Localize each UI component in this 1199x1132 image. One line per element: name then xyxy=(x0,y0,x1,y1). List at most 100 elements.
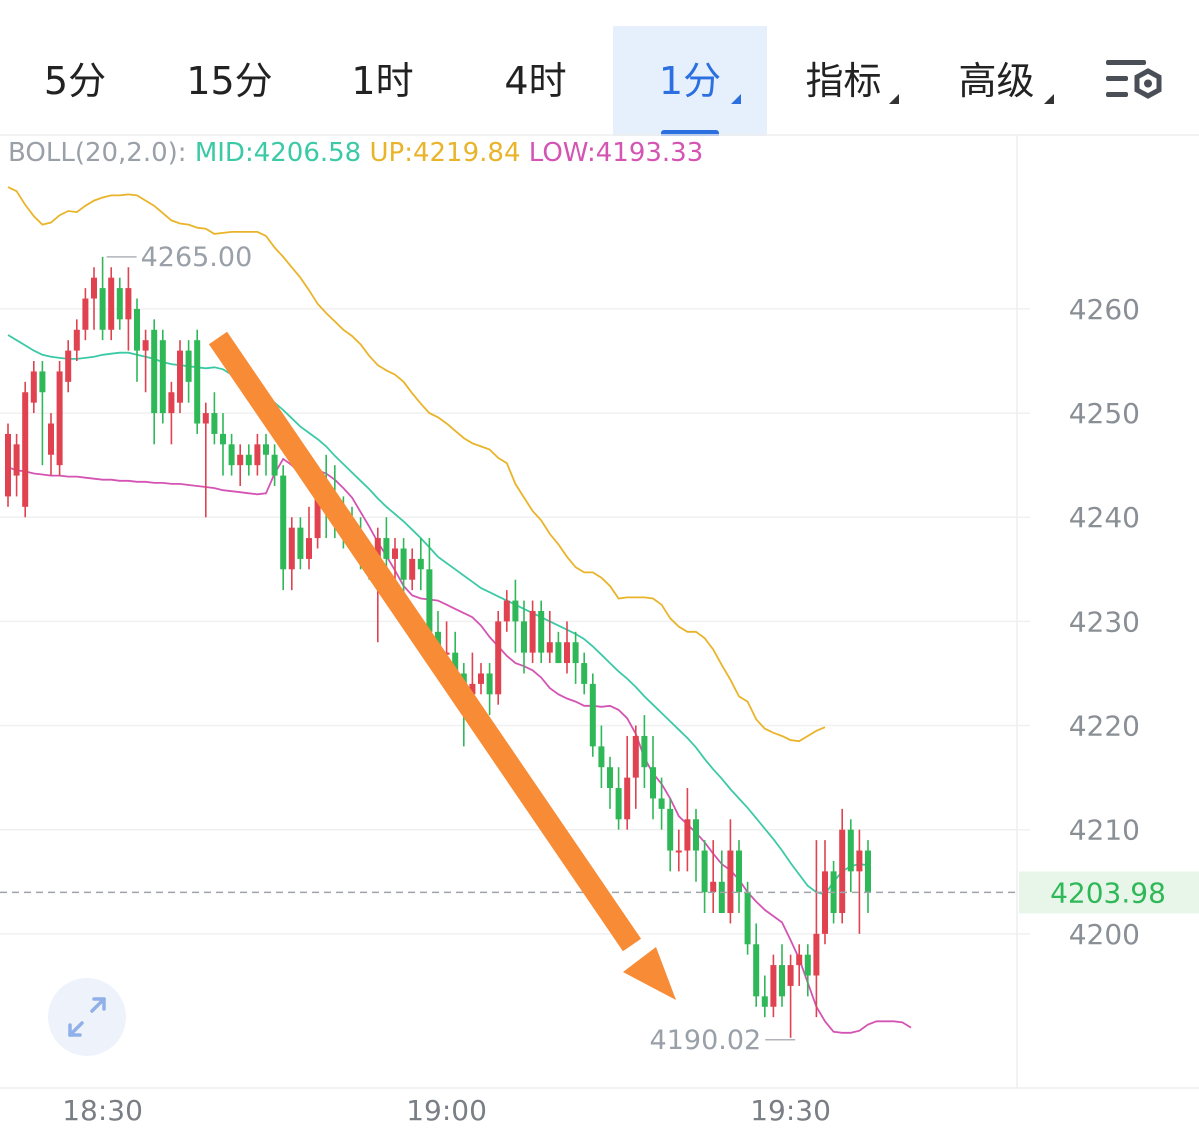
candle-body xyxy=(478,673,484,684)
candle-up xyxy=(13,433,20,497)
candle-body xyxy=(280,475,287,570)
candle-body xyxy=(572,642,579,664)
candle-body xyxy=(65,350,72,382)
candle-down xyxy=(718,850,725,914)
candle-body xyxy=(779,965,785,997)
candle-down xyxy=(426,538,433,643)
tab-indicators[interactable]: 指标 xyxy=(767,26,920,136)
active-tab-indicator xyxy=(661,130,719,136)
candle-body xyxy=(650,767,656,799)
candle-down xyxy=(211,392,218,445)
candle-body xyxy=(641,735,648,768)
candle-body xyxy=(426,569,433,632)
candle-body xyxy=(822,871,828,934)
candle-body xyxy=(116,288,123,320)
boll-name: BOLL(20,2.0): xyxy=(8,138,187,168)
y-tick-label: 4260 xyxy=(1069,293,1140,326)
candle-body xyxy=(48,423,54,455)
candle-body xyxy=(185,350,192,382)
candle-down xyxy=(779,944,785,1007)
candle-down xyxy=(39,361,46,466)
candle-down xyxy=(271,444,278,486)
candle-body xyxy=(452,652,459,674)
candle-body xyxy=(443,652,450,655)
y-tick-label: 4220 xyxy=(1069,710,1140,743)
tab-1min[interactable]: 1分 xyxy=(613,26,767,136)
candle-down xyxy=(134,298,140,382)
candle-body xyxy=(615,788,622,820)
candle-body xyxy=(701,850,708,893)
chart-settings-button[interactable] xyxy=(1104,54,1166,108)
candle-down xyxy=(512,579,519,653)
boll-upper-band xyxy=(7,186,826,743)
candle-body xyxy=(856,850,863,872)
tab-4hour[interactable]: 4时 xyxy=(459,26,612,136)
candle-body xyxy=(383,538,390,559)
candle-body xyxy=(624,777,631,820)
candle-down xyxy=(650,735,656,820)
tab-label: 指标 xyxy=(805,59,882,103)
candle-body xyxy=(194,340,201,424)
candle-body xyxy=(314,485,321,539)
candle-down xyxy=(658,777,665,830)
candle-down xyxy=(753,923,760,1007)
candle-body xyxy=(495,621,502,695)
candle-down xyxy=(159,329,166,424)
candle-body xyxy=(5,433,11,497)
candle-body xyxy=(770,965,777,1007)
candle-down xyxy=(220,413,226,476)
candle-up xyxy=(177,340,183,414)
candle-up xyxy=(65,340,72,393)
candle-down xyxy=(667,798,674,872)
candle-body xyxy=(254,444,261,466)
candle-down xyxy=(865,840,871,914)
tab-5min[interactable]: 5分 xyxy=(0,26,150,136)
candle-body xyxy=(125,288,132,320)
candle-up xyxy=(632,725,639,809)
candle-body xyxy=(538,610,545,653)
candle-up xyxy=(254,433,261,476)
candle-body xyxy=(211,413,218,434)
candle-down xyxy=(297,517,304,570)
tab-advanced[interactable]: 高级 xyxy=(920,26,1073,136)
candle-body xyxy=(228,444,235,466)
chart-settings-icon xyxy=(1106,60,1162,99)
expand-chart-button[interactable] xyxy=(48,978,126,1056)
candle-body xyxy=(667,808,674,851)
tab-1hour[interactable]: 1时 xyxy=(306,26,459,136)
candle-body xyxy=(91,277,97,299)
candle-body xyxy=(30,371,37,403)
candle-body xyxy=(512,600,519,622)
candle-up xyxy=(564,621,570,674)
candle-up xyxy=(856,829,863,934)
candle-down xyxy=(607,756,613,809)
candle-up xyxy=(813,840,820,1018)
candle-down xyxy=(280,465,287,591)
candle-body xyxy=(736,850,742,893)
candle-body xyxy=(753,944,760,997)
tab-15min[interactable]: 15分 xyxy=(153,26,306,136)
candle-body xyxy=(168,392,175,414)
candle-down xyxy=(555,631,562,664)
candle-up xyxy=(624,735,631,830)
candle-up xyxy=(237,444,244,486)
candle-up xyxy=(546,610,553,664)
candle-down xyxy=(615,767,622,830)
candle-body xyxy=(220,433,226,445)
dropdown-triangle-icon xyxy=(1044,94,1054,104)
candle-body xyxy=(796,954,803,966)
candle-down xyxy=(538,600,545,664)
candle-body xyxy=(271,454,278,476)
candle-body xyxy=(761,996,768,1007)
candle-body xyxy=(564,642,570,664)
candle-body xyxy=(521,621,527,653)
candle-body xyxy=(82,298,89,330)
last-price-tag xyxy=(1019,871,1199,914)
candle-body xyxy=(13,444,20,476)
candle-body xyxy=(400,548,407,580)
candle-down xyxy=(116,277,123,330)
candle-body xyxy=(56,371,63,466)
candle-body xyxy=(529,610,536,653)
candle-body xyxy=(159,340,166,414)
